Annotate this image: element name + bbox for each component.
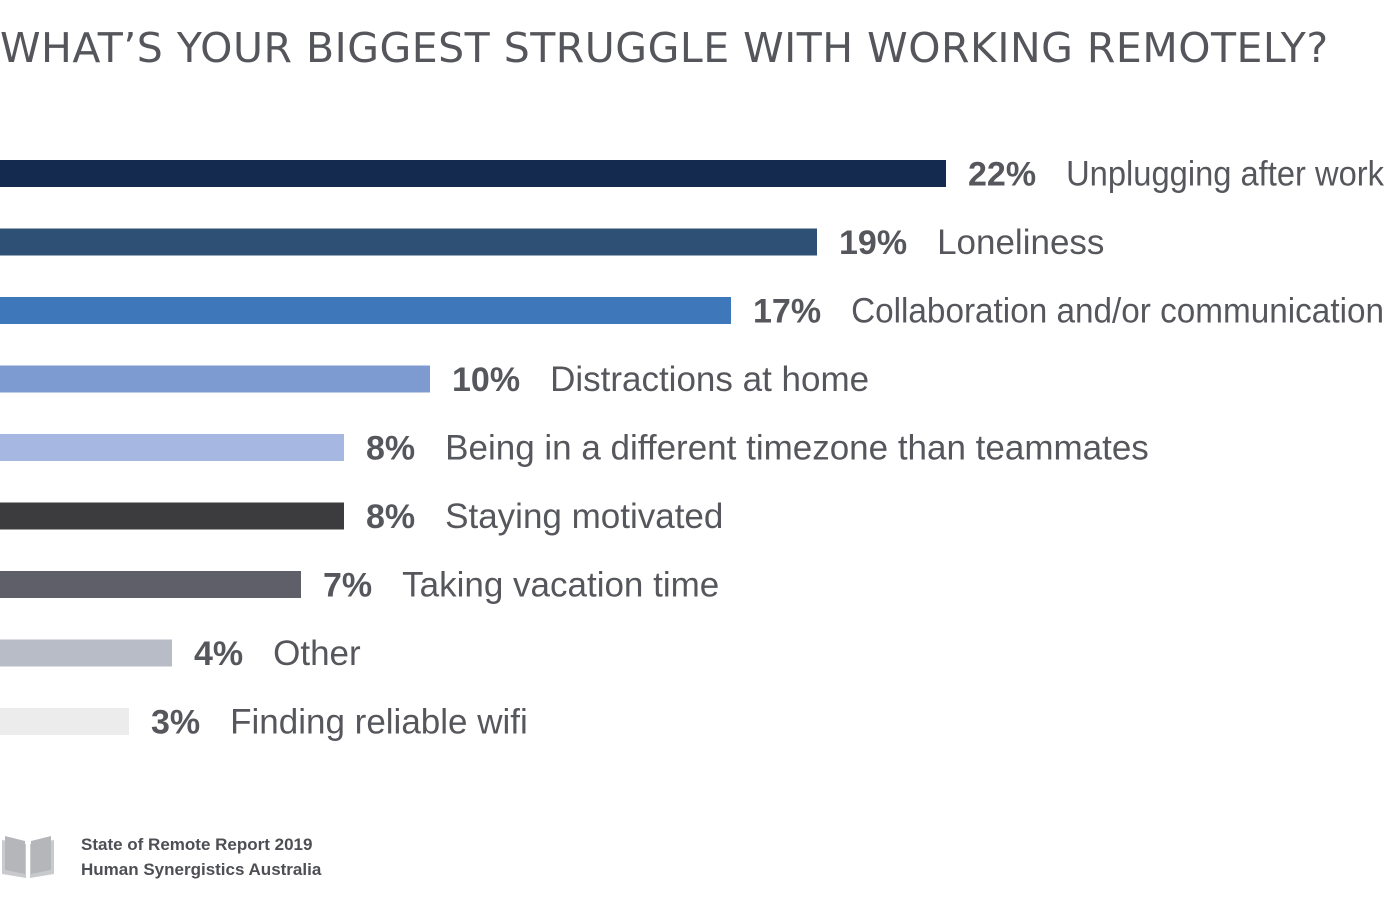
bar-row: 8% Staying motivated (0, 497, 723, 536)
chart-title: WHAT’S YOUR BIGGEST STRUGGLE WITH WORKIN… (0, 24, 1329, 72)
bar-row: 22% Unplugging after work (0, 155, 1384, 194)
bar-value-label: 19% (839, 224, 907, 262)
category-label: Being in a different timezone than teamm… (445, 429, 1149, 468)
category-label: Finding reliable wifi (230, 703, 528, 742)
category-label: Taking vacation time (402, 566, 719, 605)
bar-value-label: 4% (194, 635, 243, 673)
bar (0, 160, 946, 187)
bar (0, 571, 301, 598)
category-label: Distractions at home (550, 360, 869, 399)
category-label: Loneliness (937, 223, 1104, 262)
bar-value-label: 7% (323, 567, 372, 605)
category-label: Unplugging after work (1066, 155, 1384, 194)
bar-row: 10% Distractions at home (0, 360, 869, 399)
source-text: State of Remote Report 2019 (81, 835, 313, 854)
bar-row: 8% Being in a different timezone than tea… (0, 429, 1149, 468)
bar-value-label: 8% (366, 430, 415, 468)
bar (0, 639, 172, 667)
bar-row: 7% Taking vacation time (0, 566, 719, 605)
category-label: Staying motivated (445, 497, 723, 536)
category-label: Other (273, 634, 361, 673)
bar (0, 708, 129, 735)
bar-value-label: 22% (968, 156, 1036, 194)
bar-value-label: 8% (366, 498, 415, 536)
bar-value-label: 10% (452, 361, 520, 399)
bar-row: 4% Other (0, 634, 361, 673)
category-label: Collaboration and/or communication (851, 292, 1384, 331)
bar (0, 365, 430, 393)
bar (0, 434, 344, 461)
bar-value-label: 17% (753, 293, 821, 331)
bar-row: 3% Finding reliable wifi (0, 703, 528, 742)
bar-row: 19% Loneliness (0, 223, 1104, 262)
bar-value-label: 3% (151, 704, 200, 742)
source-organization: Human Synergistics Australia (81, 860, 322, 879)
bar-row: 17% Collaboration and/or communication (0, 292, 1384, 331)
bar (0, 297, 731, 324)
bar-chart: 22% Unplugging after work 19% Loneliness 17%… (0, 155, 1384, 742)
bar (0, 502, 344, 530)
book-icon (2, 836, 54, 878)
bar (0, 228, 817, 256)
